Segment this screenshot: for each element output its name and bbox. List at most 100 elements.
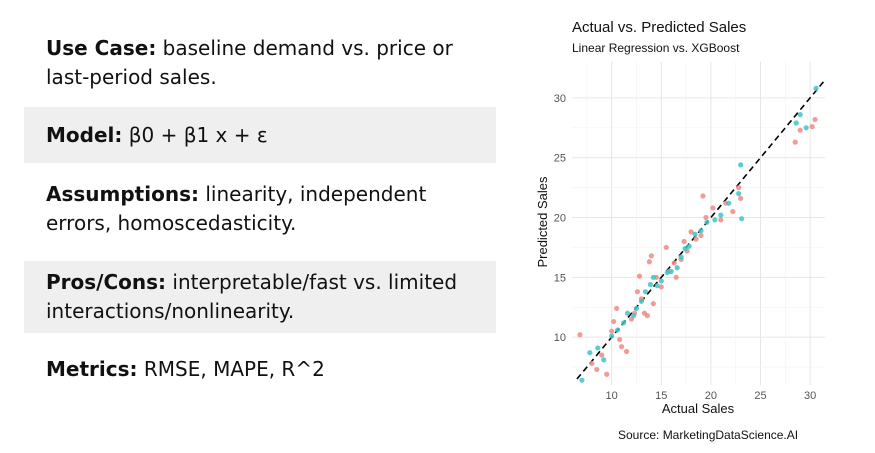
data-point-series-2 [664, 269, 670, 276]
data-point-series-2 [630, 313, 637, 319]
data-point-series-1 [617, 336, 623, 343]
use-case-text: baseline demand vs. price or last-period… [46, 36, 453, 89]
data-point-series-2 [595, 345, 601, 351]
data-point-series-1 [698, 232, 704, 239]
assumptions-row: Assumptions: linearity, independent erro… [24, 180, 496, 238]
data-point-series-2 [712, 217, 718, 223]
metrics-row: Metrics: RMSE, MAPE, R^2 [24, 355, 496, 384]
data-point-series-2 [692, 231, 698, 237]
data-point-series-1 [604, 371, 610, 377]
data-point-series-1 [703, 214, 709, 221]
data-point-series-2 [718, 212, 724, 218]
data-point-series-2 [698, 228, 704, 234]
data-point-series-2 [739, 216, 745, 222]
data-point-series-1 [594, 366, 600, 373]
x-tick-label: 10 [606, 390, 618, 402]
use-case-row: Use Case: baseline demand vs. price or l… [24, 34, 496, 92]
data-point-series-1 [700, 193, 706, 199]
use-case-label: Use Case: [46, 36, 157, 60]
data-point-series-2 [642, 289, 649, 295]
y-tick-labels: 10 15 20 25 30 [554, 93, 566, 344]
data-point-series-2 [726, 200, 732, 206]
data-point-series-2 [738, 162, 744, 168]
data-point-series-2 [601, 357, 607, 363]
data-point-series-1 [693, 236, 699, 242]
data-point-series-2 [668, 268, 674, 274]
x-tick-label: 20 [705, 390, 717, 402]
model-label: Model: [46, 123, 123, 147]
data-point-series-1 [809, 124, 815, 130]
chart-subtitle: Linear Regression vs. XGBoost [572, 41, 740, 55]
data-point-series-1 [614, 305, 620, 312]
data-point-series-2 [736, 190, 742, 197]
data-point-series-2 [803, 125, 809, 131]
data-point-series-2 [620, 320, 627, 326]
data-point-series-1 [589, 360, 595, 367]
data-point-series-1 [619, 344, 625, 350]
data-point-series-1 [738, 195, 744, 201]
data-point-series-1 [609, 328, 615, 334]
data-point-series-1 [688, 229, 694, 235]
data-point-series-2 [678, 254, 684, 260]
data-point-series-2 [633, 305, 640, 312]
data-point-series-1 [650, 301, 656, 307]
y-tick-label: 10 [554, 332, 566, 344]
slide-text-panel: Use Case: baseline demand vs. price or l… [24, 34, 496, 384]
y-tick-label: 25 [554, 153, 566, 165]
y-tick-label: 15 [554, 272, 566, 284]
data-point-series-1 [636, 273, 643, 279]
data-point-series-1 [710, 205, 716, 211]
data-points [577, 85, 819, 383]
data-point-series-2 [579, 377, 585, 383]
data-point-series-2 [797, 112, 803, 118]
data-point-series-2 [624, 310, 631, 316]
data-point-series-1 [644, 313, 651, 319]
data-point-series-2 [674, 265, 680, 271]
data-point-series-1 [646, 259, 652, 265]
data-point-series-2 [686, 243, 692, 249]
data-point-series-1 [681, 238, 687, 245]
y-axis-label: Predicted Sales [535, 176, 550, 268]
data-point-series-2 [704, 219, 710, 225]
x-axis-label: Actual Sales [662, 401, 735, 416]
data-point-series-1 [730, 208, 736, 215]
data-point-series-2 [658, 278, 664, 284]
pros-cons-label: Pros/Cons: [46, 270, 167, 294]
model-row: Model: β0 + β1 x + ε [24, 107, 496, 163]
data-point-series-1 [792, 139, 798, 145]
assumptions-label: Assumptions: [46, 182, 199, 206]
data-point-series-1 [634, 289, 641, 295]
data-point-series-1 [599, 352, 605, 358]
chart-title: Actual vs. Predicted Sales [572, 19, 746, 36]
y-tick-label: 30 [554, 93, 566, 105]
data-point-series-1 [658, 284, 664, 290]
data-point-series-1 [577, 332, 583, 338]
data-point-series-2 [647, 281, 653, 288]
grid [572, 62, 825, 385]
data-point-series-2 [587, 350, 593, 356]
y-tick-label: 20 [554, 213, 566, 225]
data-point-series-1 [623, 348, 630, 355]
data-point-series-1 [673, 274, 679, 280]
assumptions-text: linearity, independent errors, homosceda… [46, 182, 427, 235]
data-point-series-2 [609, 333, 615, 339]
data-point-series-1 [736, 185, 742, 191]
x-tick-label: 30 [804, 390, 816, 402]
data-point-series-2 [615, 327, 621, 333]
data-point-series-2 [650, 274, 656, 280]
data-point-series-2 [682, 246, 688, 252]
model-text: β0 + β1 x + ε [128, 123, 268, 147]
metrics-label: Metrics: [46, 357, 138, 381]
source-caption: Source: MarketingDataScience.AI [618, 428, 799, 442]
x-tick-labels: 10 15 20 25 30 [606, 390, 817, 402]
data-point-series-1 [611, 318, 617, 325]
data-point-series-2 [638, 298, 645, 304]
data-point-series-1 [718, 217, 724, 223]
data-point-series-2 [813, 85, 819, 91]
data-point-series-1 [648, 253, 654, 259]
x-tick-label: 25 [754, 390, 766, 402]
metrics-text: RMSE, MAPE, R^2 [143, 357, 325, 381]
data-point-series-2 [654, 283, 660, 289]
actual-vs-predicted-chart: Actual vs. Predicted Sales Linear Regres… [535, 19, 826, 416]
x-tick-label: 15 [655, 390, 667, 402]
